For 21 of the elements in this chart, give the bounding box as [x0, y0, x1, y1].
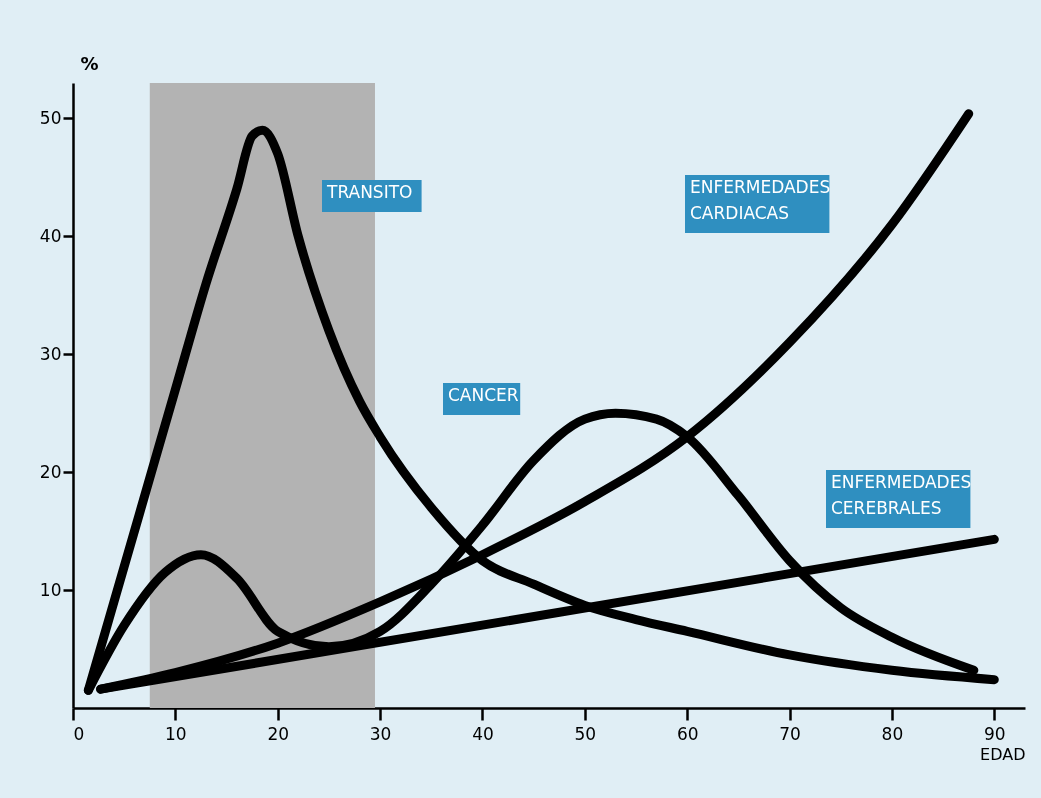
y-tick-label: 50	[39, 107, 62, 128]
x-tick-label: 10	[165, 723, 187, 744]
text: CANCER	[448, 385, 519, 405]
x-tick-label: 90	[983, 723, 1006, 744]
series-label: ENFERMEDADES CEREBRALES	[831, 472, 972, 518]
y-tick-label: 30	[39, 343, 62, 364]
x-tick-label: 40	[472, 723, 494, 744]
x-axis-title: EDAD	[980, 744, 1026, 764]
x-tick-label: 60	[676, 723, 699, 744]
y-tick-label: 10	[39, 579, 62, 600]
text: TRANSITO	[326, 182, 413, 202]
x-tick-label: 30	[369, 723, 392, 744]
x-tick-label: 20	[267, 723, 290, 744]
x-tick-label: 50	[574, 723, 597, 744]
x-tick-label: 0	[73, 723, 85, 744]
x-tick-label: 70	[779, 723, 801, 744]
text: ENFERMEDADES CARDIACAS	[690, 177, 831, 223]
y-tick-label: 40	[39, 225, 62, 246]
x-tick-label: 80	[881, 723, 904, 744]
y-tick-label: 20	[39, 461, 62, 482]
y-axis-title: %	[80, 52, 99, 74]
